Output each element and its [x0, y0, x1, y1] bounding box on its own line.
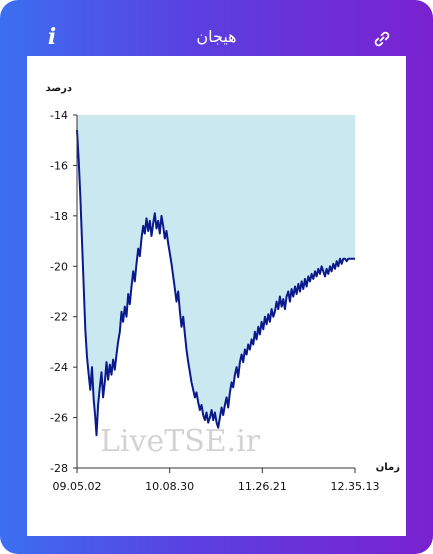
y-tick-label: -18: [50, 210, 68, 223]
y-tick-label: -20: [50, 260, 68, 273]
y-tick-label: -22: [50, 311, 68, 324]
y-tick-label: -14: [50, 109, 68, 122]
link-icon[interactable]: [372, 29, 392, 49]
y-axis-title: درصد: [46, 83, 72, 94]
x-axis: 09.05.02 10.08.30 11.26.21 12.35.13: [53, 467, 380, 493]
y-axis: -14 -16 -18 -20 -22 -24 -26 -28: [50, 109, 78, 475]
info-button[interactable]: i: [47, 24, 57, 50]
area-fill: [77, 115, 355, 436]
sentiment-area-chart: -14 -16 -18 -20 -22 -24 -26 -28 09.05.02 10.08.3…: [46, 83, 401, 493]
card-header: i هیجان: [0, 0, 433, 56]
y-tick-label: -24: [50, 361, 68, 374]
x-axis-title: زمان: [376, 462, 400, 473]
y-tick-label: -16: [50, 159, 68, 172]
x-tick-label: 12.35.13: [331, 480, 380, 493]
x-tick-label: 09.05.02: [53, 480, 102, 493]
x-tick-label: 10.08.30: [145, 480, 194, 493]
watermark-text: LiveTSE.ir: [100, 424, 261, 459]
x-tick-label: 11.26.21: [238, 480, 287, 493]
y-tick-label: -26: [50, 412, 68, 425]
y-tick-label: -28: [50, 462, 68, 475]
card-title: هیجان: [196, 27, 237, 46]
chart-panel: -14 -16 -18 -20 -22 -24 -26 -28 09.05.02 10.08.3…: [27, 56, 406, 536]
series-line: [76, 130, 355, 437]
